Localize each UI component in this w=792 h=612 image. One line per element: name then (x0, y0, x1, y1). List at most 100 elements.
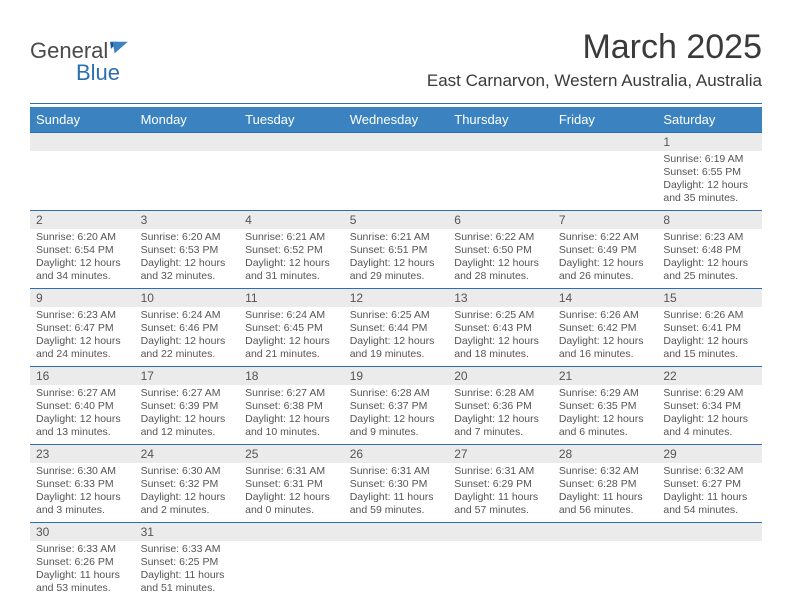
day-details: Sunrise: 6:24 AMSunset: 6:46 PMDaylight:… (135, 307, 240, 365)
day-details: Sunrise: 6:28 AMSunset: 6:37 PMDaylight:… (344, 385, 449, 443)
calendar-day-cell: 13Sunrise: 6:25 AMSunset: 6:43 PMDayligh… (448, 289, 553, 367)
day-details: Sunrise: 6:32 AMSunset: 6:28 PMDaylight:… (553, 463, 658, 521)
day-details: Sunrise: 6:27 AMSunset: 6:39 PMDaylight:… (135, 385, 240, 443)
weekday-header: Tuesday (239, 107, 344, 133)
title-block: March 2025 East Carnarvon, Western Austr… (427, 28, 762, 91)
day-number: 2 (30, 211, 135, 229)
weekday-header: Thursday (448, 107, 553, 133)
page-subtitle: East Carnarvon, Western Australia, Austr… (427, 71, 762, 91)
day-number: 13 (448, 289, 553, 307)
calendar-day-cell: 22Sunrise: 6:29 AMSunset: 6:34 PMDayligh… (657, 367, 762, 445)
calendar-day-cell: 11Sunrise: 6:24 AMSunset: 6:45 PMDayligh… (239, 289, 344, 367)
day-details: Sunrise: 6:30 AMSunset: 6:32 PMDaylight:… (135, 463, 240, 521)
header-divider (30, 103, 762, 104)
calendar-week-row: 2Sunrise: 6:20 AMSunset: 6:54 PMDaylight… (30, 211, 762, 289)
day-number: 11 (239, 289, 344, 307)
day-number: 29 (657, 445, 762, 463)
calendar-day-cell (239, 523, 344, 601)
calendar-day-cell: 30Sunrise: 6:33 AMSunset: 6:26 PMDayligh… (30, 523, 135, 601)
weekday-header: Saturday (657, 107, 762, 133)
calendar-day-cell (344, 133, 449, 211)
day-number (553, 523, 658, 541)
header: GeneralBlue March 2025 East Carnarvon, W… (0, 0, 792, 97)
calendar-day-cell: 18Sunrise: 6:27 AMSunset: 6:38 PMDayligh… (239, 367, 344, 445)
day-details: Sunrise: 6:26 AMSunset: 6:41 PMDaylight:… (657, 307, 762, 365)
day-details: Sunrise: 6:30 AMSunset: 6:33 PMDaylight:… (30, 463, 135, 521)
day-number: 21 (553, 367, 658, 385)
day-details: Sunrise: 6:26 AMSunset: 6:42 PMDaylight:… (553, 307, 658, 365)
calendar-body: 1Sunrise: 6:19 AMSunset: 6:55 PMDaylight… (30, 133, 762, 601)
day-details: Sunrise: 6:31 AMSunset: 6:29 PMDaylight:… (448, 463, 553, 521)
calendar-day-cell (344, 523, 449, 601)
calendar-day-cell (239, 133, 344, 211)
weekday-header: Friday (553, 107, 658, 133)
day-details: Sunrise: 6:25 AMSunset: 6:44 PMDaylight:… (344, 307, 449, 365)
logo-text-blue: Blue (76, 60, 120, 86)
flag-icon (109, 36, 129, 62)
weekday-header: Wednesday (344, 107, 449, 133)
day-details: Sunrise: 6:23 AMSunset: 6:47 PMDaylight:… (30, 307, 135, 365)
calendar-day-cell: 4Sunrise: 6:21 AMSunset: 6:52 PMDaylight… (239, 211, 344, 289)
day-number: 16 (30, 367, 135, 385)
calendar-day-cell: 6Sunrise: 6:22 AMSunset: 6:50 PMDaylight… (448, 211, 553, 289)
calendar-day-cell: 21Sunrise: 6:29 AMSunset: 6:35 PMDayligh… (553, 367, 658, 445)
day-number: 1 (657, 133, 762, 151)
calendar-day-cell: 15Sunrise: 6:26 AMSunset: 6:41 PMDayligh… (657, 289, 762, 367)
day-number: 4 (239, 211, 344, 229)
day-details: Sunrise: 6:22 AMSunset: 6:49 PMDaylight:… (553, 229, 658, 287)
calendar-day-cell: 12Sunrise: 6:25 AMSunset: 6:44 PMDayligh… (344, 289, 449, 367)
calendar-day-cell: 31Sunrise: 6:33 AMSunset: 6:25 PMDayligh… (135, 523, 240, 601)
day-number: 14 (553, 289, 658, 307)
day-details: Sunrise: 6:20 AMSunset: 6:54 PMDaylight:… (30, 229, 135, 287)
calendar-week-row: 23Sunrise: 6:30 AMSunset: 6:33 PMDayligh… (30, 445, 762, 523)
day-details: Sunrise: 6:32 AMSunset: 6:27 PMDaylight:… (657, 463, 762, 521)
day-details: Sunrise: 6:20 AMSunset: 6:53 PMDaylight:… (135, 229, 240, 287)
day-details: Sunrise: 6:25 AMSunset: 6:43 PMDaylight:… (448, 307, 553, 365)
day-number: 8 (657, 211, 762, 229)
day-number: 5 (344, 211, 449, 229)
calendar-day-cell: 23Sunrise: 6:30 AMSunset: 6:33 PMDayligh… (30, 445, 135, 523)
day-number: 6 (448, 211, 553, 229)
day-number: 3 (135, 211, 240, 229)
calendar-day-cell: 8Sunrise: 6:23 AMSunset: 6:48 PMDaylight… (657, 211, 762, 289)
day-number (135, 133, 240, 151)
day-number (657, 523, 762, 541)
day-number: 28 (553, 445, 658, 463)
page-title: March 2025 (427, 28, 762, 67)
day-details: Sunrise: 6:31 AMSunset: 6:31 PMDaylight:… (239, 463, 344, 521)
day-number: 27 (448, 445, 553, 463)
day-number (553, 133, 658, 151)
day-number: 30 (30, 523, 135, 541)
weekday-header: Monday (135, 107, 240, 133)
day-number: 22 (657, 367, 762, 385)
day-number (239, 523, 344, 541)
day-number: 25 (239, 445, 344, 463)
calendar-day-cell (657, 523, 762, 601)
calendar-day-cell: 14Sunrise: 6:26 AMSunset: 6:42 PMDayligh… (553, 289, 658, 367)
day-details: Sunrise: 6:24 AMSunset: 6:45 PMDaylight:… (239, 307, 344, 365)
day-details: Sunrise: 6:27 AMSunset: 6:40 PMDaylight:… (30, 385, 135, 443)
calendar-day-cell: 2Sunrise: 6:20 AMSunset: 6:54 PMDaylight… (30, 211, 135, 289)
calendar-day-cell: 5Sunrise: 6:21 AMSunset: 6:51 PMDaylight… (344, 211, 449, 289)
calendar-day-cell: 29Sunrise: 6:32 AMSunset: 6:27 PMDayligh… (657, 445, 762, 523)
calendar-day-cell (448, 133, 553, 211)
day-details: Sunrise: 6:22 AMSunset: 6:50 PMDaylight:… (448, 229, 553, 287)
calendar-day-cell: 17Sunrise: 6:27 AMSunset: 6:39 PMDayligh… (135, 367, 240, 445)
day-number: 19 (344, 367, 449, 385)
day-number: 15 (657, 289, 762, 307)
day-details: Sunrise: 6:29 AMSunset: 6:34 PMDaylight:… (657, 385, 762, 443)
calendar-day-cell (553, 523, 658, 601)
day-details: Sunrise: 6:21 AMSunset: 6:52 PMDaylight:… (239, 229, 344, 287)
logo: GeneralBlue (30, 36, 129, 86)
calendar-week-row: 9Sunrise: 6:23 AMSunset: 6:47 PMDaylight… (30, 289, 762, 367)
calendar-day-cell (30, 133, 135, 211)
calendar-day-cell (553, 133, 658, 211)
day-number: 23 (30, 445, 135, 463)
calendar-day-cell: 20Sunrise: 6:28 AMSunset: 6:36 PMDayligh… (448, 367, 553, 445)
calendar-day-cell: 9Sunrise: 6:23 AMSunset: 6:47 PMDaylight… (30, 289, 135, 367)
calendar-day-cell: 7Sunrise: 6:22 AMSunset: 6:49 PMDaylight… (553, 211, 658, 289)
day-number: 9 (30, 289, 135, 307)
day-number (448, 133, 553, 151)
day-number: 26 (344, 445, 449, 463)
calendar-day-cell (135, 133, 240, 211)
